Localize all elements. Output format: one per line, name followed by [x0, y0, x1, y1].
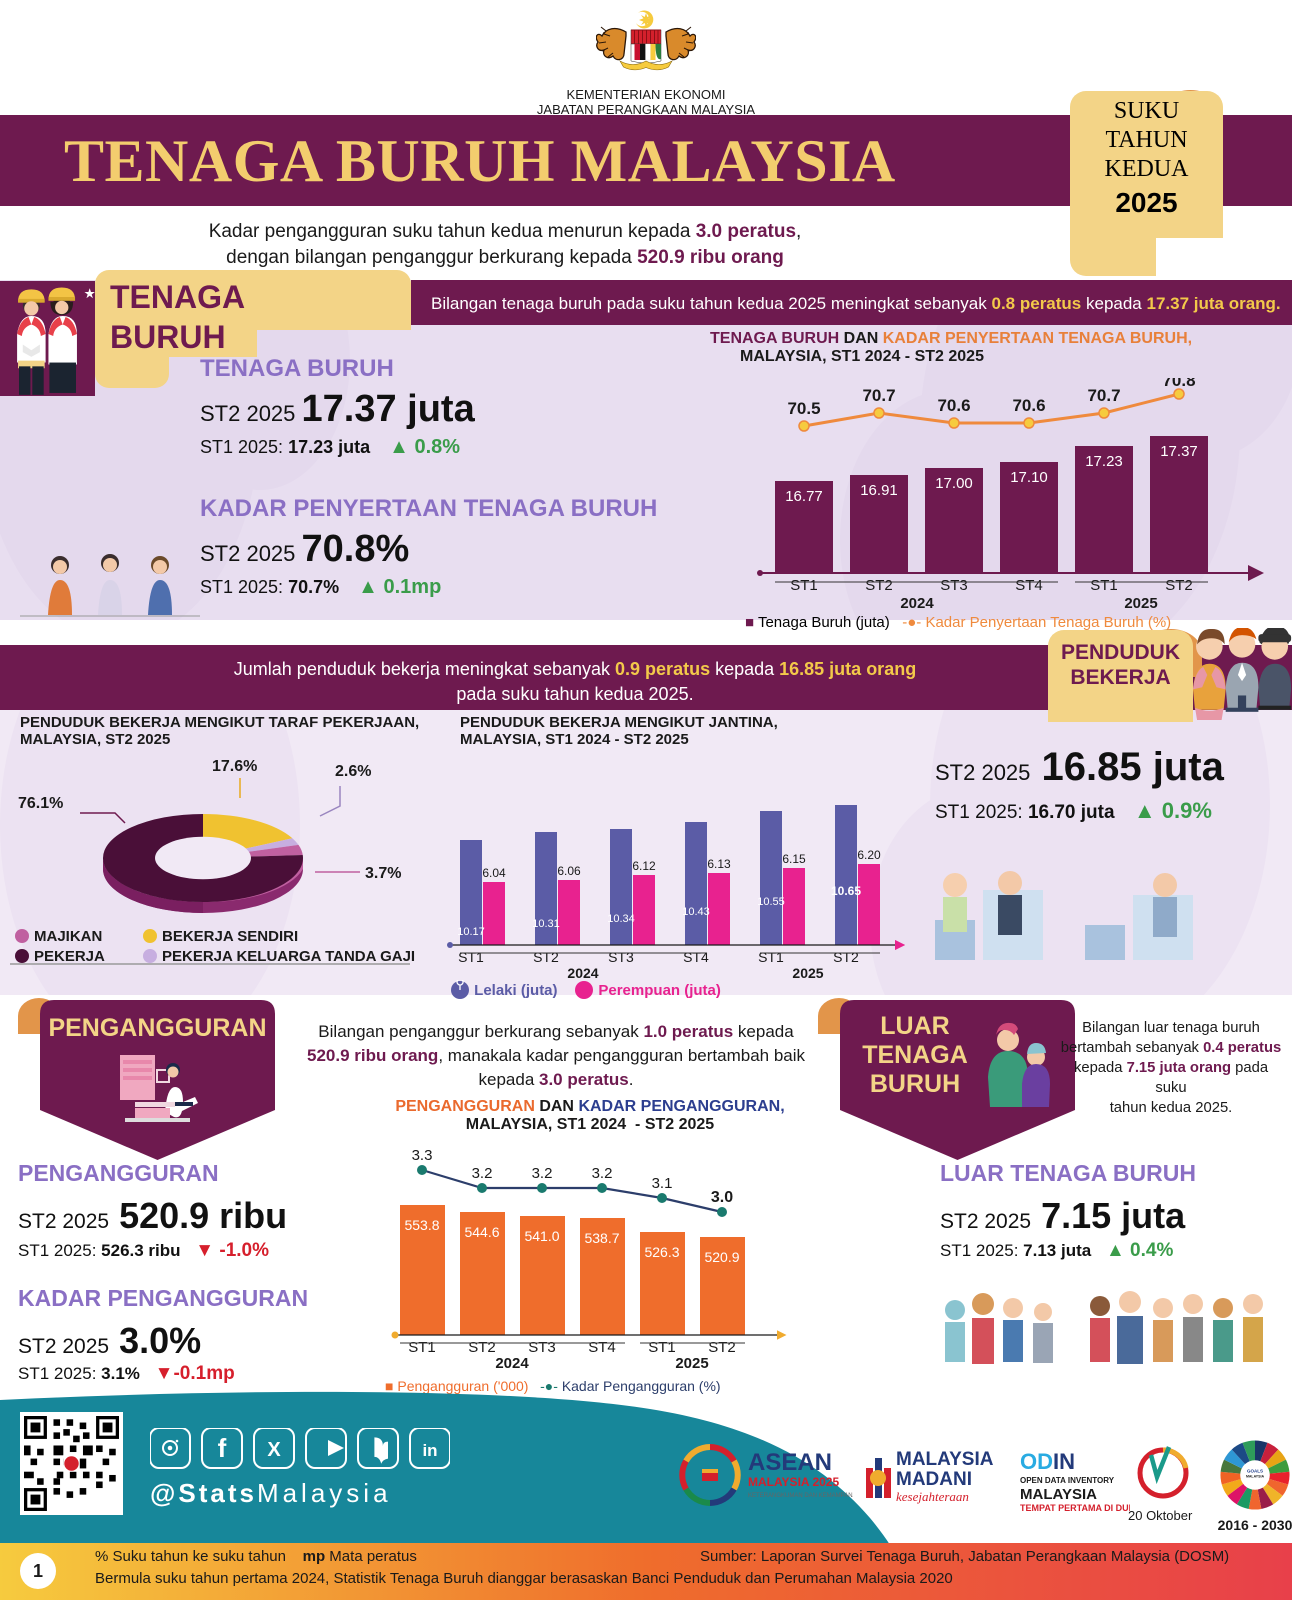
svg-text:6.15: 6.15 [782, 852, 806, 866]
svg-text:MALAYSIA: MALAYSIA [1020, 1486, 1097, 1503]
svg-text:17.23: 17.23 [1085, 453, 1123, 470]
svg-text:70.6: 70.6 [1012, 396, 1045, 415]
svg-text:★: ★ [84, 286, 95, 301]
svg-text:TEMPAT PERTAMA DI DUNIA: TEMPAT PERTAMA DI DUNIA [1020, 1503, 1130, 1513]
svg-text:MALAYSIA: MALAYSIA [1246, 1474, 1264, 1478]
svg-text:ST4: ST4 [683, 949, 709, 965]
svg-text:PEKERJA KELUARGA TANDA GAJI: PEKERJA KELUARGA TANDA GAJI [162, 948, 415, 965]
svg-text:17.00: 17.00 [935, 475, 973, 492]
svg-text:3.2: 3.2 [592, 1165, 613, 1182]
svg-text:ST3: ST3 [528, 1339, 556, 1356]
svg-text:541.0: 541.0 [524, 1228, 559, 1244]
svg-text:3.2: 3.2 [472, 1165, 493, 1182]
svg-text:526.3: 526.3 [644, 1244, 679, 1260]
svg-text:X: X [267, 1439, 281, 1461]
svg-text:3.1: 3.1 [652, 1175, 673, 1192]
svg-text:ST1: ST1 [458, 949, 484, 965]
svg-text:ST1: ST1 [790, 577, 818, 594]
svg-text:6.04: 6.04 [482, 866, 506, 880]
svg-text:2024: 2024 [495, 1355, 529, 1370]
svg-text:MALAYSIA: MALAYSIA [896, 1449, 994, 1470]
svg-text:GOALS: GOALS [1247, 1469, 1263, 1474]
svg-text:6.06: 6.06 [557, 864, 581, 878]
svg-text:ST2: ST2 [468, 1339, 496, 1356]
svg-text:2.6%: 2.6% [335, 763, 371, 780]
svg-text:538.7: 538.7 [584, 1230, 619, 1246]
svg-text:f: f [218, 1433, 227, 1463]
svg-text:2024: 2024 [567, 965, 598, 980]
svg-text:2025: 2025 [792, 965, 823, 980]
svg-text:70.7: 70.7 [862, 386, 895, 405]
svg-text:ST1: ST1 [648, 1339, 676, 1356]
svg-text:70.8: 70.8 [1162, 378, 1195, 390]
svg-text:3.7%: 3.7% [365, 865, 401, 882]
svg-text:70.7: 70.7 [1087, 386, 1120, 405]
svg-text:ST4: ST4 [588, 1339, 616, 1356]
svg-text:ST2: ST2 [833, 949, 859, 965]
svg-text:ST1: ST1 [1090, 577, 1118, 594]
svg-text:2024: 2024 [900, 595, 934, 608]
svg-text:17.6%: 17.6% [212, 758, 257, 775]
svg-text:ST3: ST3 [608, 949, 634, 965]
svg-text:10.65: 10.65 [831, 884, 861, 898]
svg-text:6.12: 6.12 [632, 859, 656, 873]
svg-text:3.3: 3.3 [412, 1147, 433, 1164]
svg-text:IN: IN [1053, 1449, 1075, 1474]
svg-text:6.13: 6.13 [707, 857, 731, 871]
svg-text:ST3: ST3 [940, 577, 968, 594]
svg-text:kesejahteraan: kesejahteraan [896, 1489, 969, 1504]
svg-text:ST1: ST1 [758, 949, 784, 965]
svg-text:MADANI: MADANI [896, 1469, 972, 1490]
svg-text:PEKERJA: PEKERJA [34, 948, 105, 965]
svg-text:10.34: 10.34 [607, 913, 635, 925]
svg-text:17.10: 17.10 [1010, 469, 1048, 486]
svg-text:ST2: ST2 [533, 949, 559, 965]
svg-text:OD: OD [1020, 1449, 1053, 1474]
svg-text:520.9: 520.9 [704, 1249, 739, 1265]
svg-text:2025: 2025 [1124, 595, 1157, 608]
svg-text:10.17: 10.17 [457, 926, 485, 938]
svg-text:76.1%: 76.1% [18, 795, 63, 812]
svg-text:6.20: 6.20 [857, 848, 881, 862]
svg-text:3.0: 3.0 [711, 1189, 733, 1206]
svg-text:10.31: 10.31 [532, 918, 560, 930]
svg-text:10.43: 10.43 [682, 906, 710, 918]
svg-text:16.77: 16.77 [785, 488, 823, 505]
svg-text:17.37: 17.37 [1160, 443, 1198, 460]
svg-text:3.2: 3.2 [532, 1165, 553, 1182]
svg-text:MALAYSIA 2025: MALAYSIA 2025 [748, 1475, 839, 1489]
svg-text:2025: 2025 [675, 1355, 708, 1370]
svg-text:KETERANGKUMAN DAN KEMAMPANAN: KETERANGKUMAN DAN KEMAMPANAN [748, 1493, 853, 1499]
svg-text:ST2: ST2 [708, 1339, 736, 1356]
svg-text:MAJIKAN: MAJIKAN [34, 928, 102, 945]
svg-text:10.55: 10.55 [757, 896, 785, 908]
svg-text:ST2: ST2 [1165, 577, 1193, 594]
svg-text:16.91: 16.91 [860, 482, 898, 499]
svg-text:BEKERJA SENDIRI: BEKERJA SENDIRI [162, 928, 298, 945]
svg-text:70.5: 70.5 [787, 399, 820, 418]
svg-text:544.6: 544.6 [464, 1224, 499, 1240]
svg-text:OPEN DATA INVENTORY: OPEN DATA INVENTORY [1020, 1476, 1115, 1485]
svg-text:553.8: 553.8 [404, 1217, 439, 1233]
svg-text:70.6: 70.6 [937, 396, 970, 415]
svg-text:ASEAN: ASEAN [748, 1449, 832, 1476]
svg-text:ST2: ST2 [865, 577, 893, 594]
svg-text:in: in [422, 1441, 437, 1460]
svg-text:ST1: ST1 [408, 1339, 436, 1356]
svg-text:ST4: ST4 [1015, 577, 1043, 594]
